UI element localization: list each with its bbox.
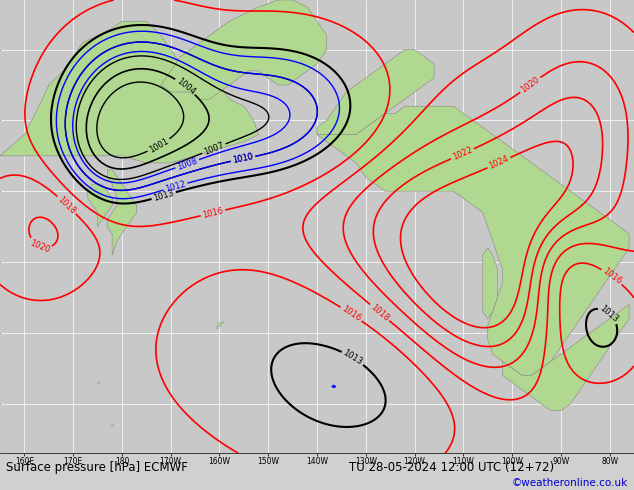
Text: 1012: 1012 (164, 179, 187, 194)
Text: 1013: 1013 (598, 303, 620, 324)
Polygon shape (483, 248, 498, 318)
Text: 1016: 1016 (202, 206, 224, 220)
Text: 1007: 1007 (202, 141, 225, 157)
Text: 1004: 1004 (174, 76, 197, 97)
Text: 1020: 1020 (519, 75, 541, 95)
Text: 1024: 1024 (488, 154, 510, 171)
Text: 1018: 1018 (56, 195, 77, 216)
Polygon shape (0, 21, 259, 163)
Polygon shape (502, 304, 629, 411)
Text: 1016: 1016 (600, 267, 623, 287)
Polygon shape (161, 0, 327, 99)
Text: 1010: 1010 (232, 152, 254, 165)
Text: 1020: 1020 (29, 238, 51, 254)
Text: ©weatheronline.co.uk: ©weatheronline.co.uk (512, 478, 628, 488)
Polygon shape (87, 184, 112, 226)
Text: Surface pressure [hPa] ECMWF: Surface pressure [hPa] ECMWF (6, 462, 188, 474)
Text: 1013: 1013 (341, 348, 364, 367)
Polygon shape (107, 170, 136, 255)
Text: 1016: 1016 (340, 304, 363, 323)
Text: 1022: 1022 (451, 146, 474, 162)
Text: 1010: 1010 (232, 152, 254, 165)
Text: 1001: 1001 (148, 136, 170, 155)
Text: 1013: 1013 (152, 188, 175, 203)
Polygon shape (317, 49, 434, 135)
Text: 1018: 1018 (369, 302, 391, 323)
Text: 1008: 1008 (176, 156, 198, 171)
Text: TU 28-05-2024 12:00 UTC (12+72): TU 28-05-2024 12:00 UTC (12+72) (349, 462, 554, 474)
Polygon shape (317, 106, 629, 375)
